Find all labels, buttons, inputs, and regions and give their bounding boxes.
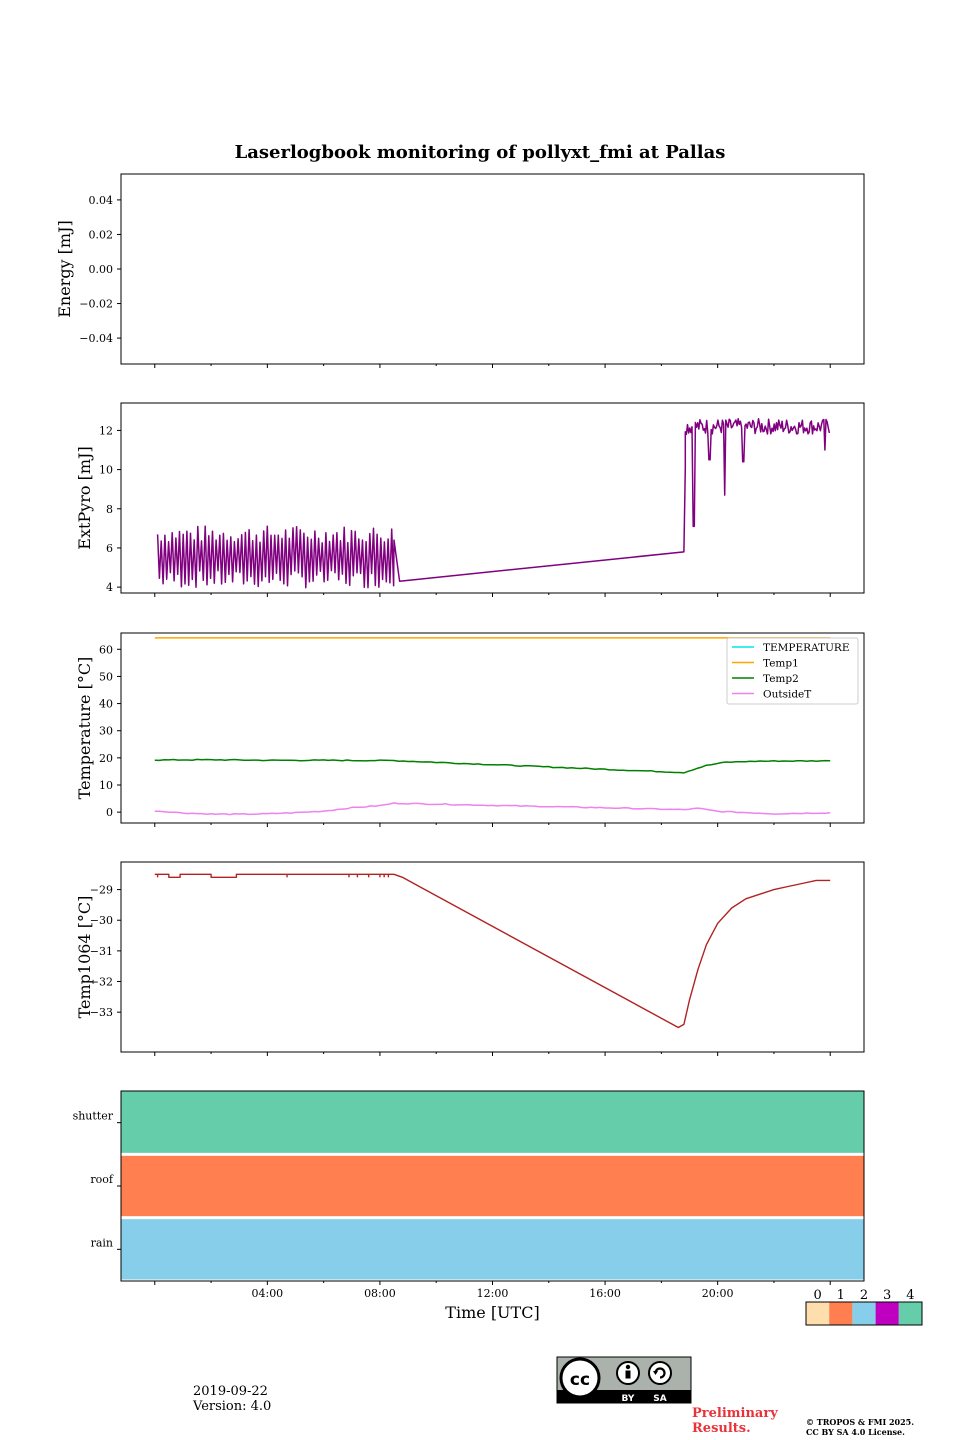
temperature-panel: 0 10 20 30 40 50 60 Temperature [°C] TEMPERATURE… (75, 632, 865, 827)
y-axis-label: ExtPyro [mJ] (75, 446, 94, 549)
axes-frame (120, 173, 865, 365)
flag-row-label: rain (91, 1236, 113, 1249)
y-tick-label: −0.04 (79, 332, 113, 345)
x-tick-label: 08:00 (364, 1287, 396, 1300)
y-tick-label: 50 (99, 670, 113, 683)
y-tick-label: −33 (90, 1006, 113, 1019)
y-tick-label: 6 (106, 542, 113, 555)
colorbar-label: 1 (837, 1288, 845, 1303)
y-tick-label: 12 (99, 424, 113, 437)
flag-row-roof (121, 1155, 864, 1217)
y-tick-label: 30 (99, 725, 113, 738)
x-tick-label: 16:00 (589, 1287, 621, 1300)
copyright-note: © TROPOS & FMI 2025. CC BY SA 4.0 Licens… (806, 1417, 914, 1437)
y-tick-label: 8 (106, 503, 113, 516)
cc-text: cc (570, 1370, 590, 1390)
x-tick-label: 20:00 (702, 1287, 734, 1300)
colorbar-frame (805, 1301, 923, 1326)
energy-panel: −0.04 −0.02 0.00 0.02 0.04 Energy [mJ] (55, 173, 865, 368)
preliminary-line-2: Results. (692, 1421, 751, 1436)
copyright-line-2: CC BY SA 4.0 License. (806, 1427, 905, 1437)
sa-share-alike-icon (648, 1361, 672, 1385)
y-tick-label: −29 (90, 884, 113, 897)
flag-row-label: shutter (73, 1110, 114, 1123)
temperature-series-outsidet (154, 802, 831, 816)
y-tick-label: −32 (90, 976, 113, 989)
y-tick-label: 4 (106, 581, 113, 594)
y-tick-label: −0.02 (79, 298, 113, 311)
preliminary-results-note: Preliminary Results. (692, 1406, 778, 1436)
axes-frame (120, 861, 865, 1053)
colorbar-swatch-4 (898, 1302, 922, 1325)
colorbar-swatch-1 (829, 1302, 853, 1325)
version-text: Version: 4.0 (193, 1399, 272, 1414)
colorbar-label: 3 (883, 1288, 891, 1303)
colorbar-label: 4 (906, 1288, 914, 1303)
cc-license-badge: cc BY SA (556, 1356, 692, 1404)
date-text: 2019-09-22 (193, 1384, 268, 1399)
legend-label-outsidet: OutsideT (763, 689, 811, 701)
footer-date-version: 2019-09-22 Version: 4.0 (193, 1384, 271, 1414)
legend-box (726, 637, 859, 705)
x-tick-label: 12:00 (477, 1287, 509, 1300)
y-tick-label: −30 (90, 914, 113, 927)
y-tick-label: 0.00 (89, 263, 114, 276)
y-tick-label: 20 (99, 752, 113, 765)
temperature-series-temp2 (154, 758, 831, 774)
colorbar-swatch-3 (875, 1302, 899, 1325)
flags-panel: shutter roof rain 04:00 08:00 12:00 16:00 20:00… (73, 1090, 865, 1322)
y-tick-label: 40 (99, 698, 113, 711)
y-tick-label: 10 (99, 464, 113, 477)
y-axis-label: Temperature [°C] (75, 657, 94, 800)
colorbar-swatch-2 (852, 1302, 876, 1325)
colorbar-label: 0 (813, 1288, 821, 1303)
y-tick-label: 0.04 (89, 194, 114, 207)
cc-icon (559, 1357, 601, 1399)
by-label: BY (622, 1394, 635, 1404)
figure-title: Laserlogbook monitoring of pollyxt_fmi a… (235, 142, 726, 163)
flag-row-label: roof (90, 1173, 114, 1186)
y-tick-label: −31 (90, 945, 113, 958)
extpyro-series-line (156, 418, 831, 589)
x-axis-label: Time [UTC] (445, 1303, 539, 1322)
copyright-line-1: © TROPOS & FMI 2025. (806, 1417, 915, 1427)
y-tick-label: 60 (99, 643, 113, 656)
y-axis-label: Energy [mJ] (55, 220, 74, 318)
legend-label-temperature: TEMPERATURE (763, 642, 850, 654)
x-tick-label: 04:00 (251, 1287, 283, 1300)
legend-label-temp1: Temp1 (763, 658, 799, 670)
flag-row-shutter (121, 1091, 864, 1153)
preliminary-line-1: Preliminary (692, 1406, 778, 1421)
colorbar-label: 2 (860, 1288, 868, 1303)
sa-label: SA (653, 1394, 666, 1404)
colorbar-swatch-0 (806, 1302, 830, 1325)
temp1064-series-line (154, 873, 831, 1029)
y-tick-label: 10 (99, 779, 113, 792)
temperature-legend: TEMPERATURE Temp1 Temp2 OutsideT (726, 637, 859, 705)
y-tick-label: 0 (106, 806, 113, 819)
extpyro-panel: 4 6 8 10 12 ExtPyro [mJ] (75, 402, 865, 597)
legend-label-temp2: Temp2 (763, 673, 799, 685)
flag-row-rain (121, 1219, 864, 1280)
y-axis-label: Temp1064 [°C] (75, 896, 94, 1019)
y-tick-label: 0.02 (89, 228, 114, 241)
